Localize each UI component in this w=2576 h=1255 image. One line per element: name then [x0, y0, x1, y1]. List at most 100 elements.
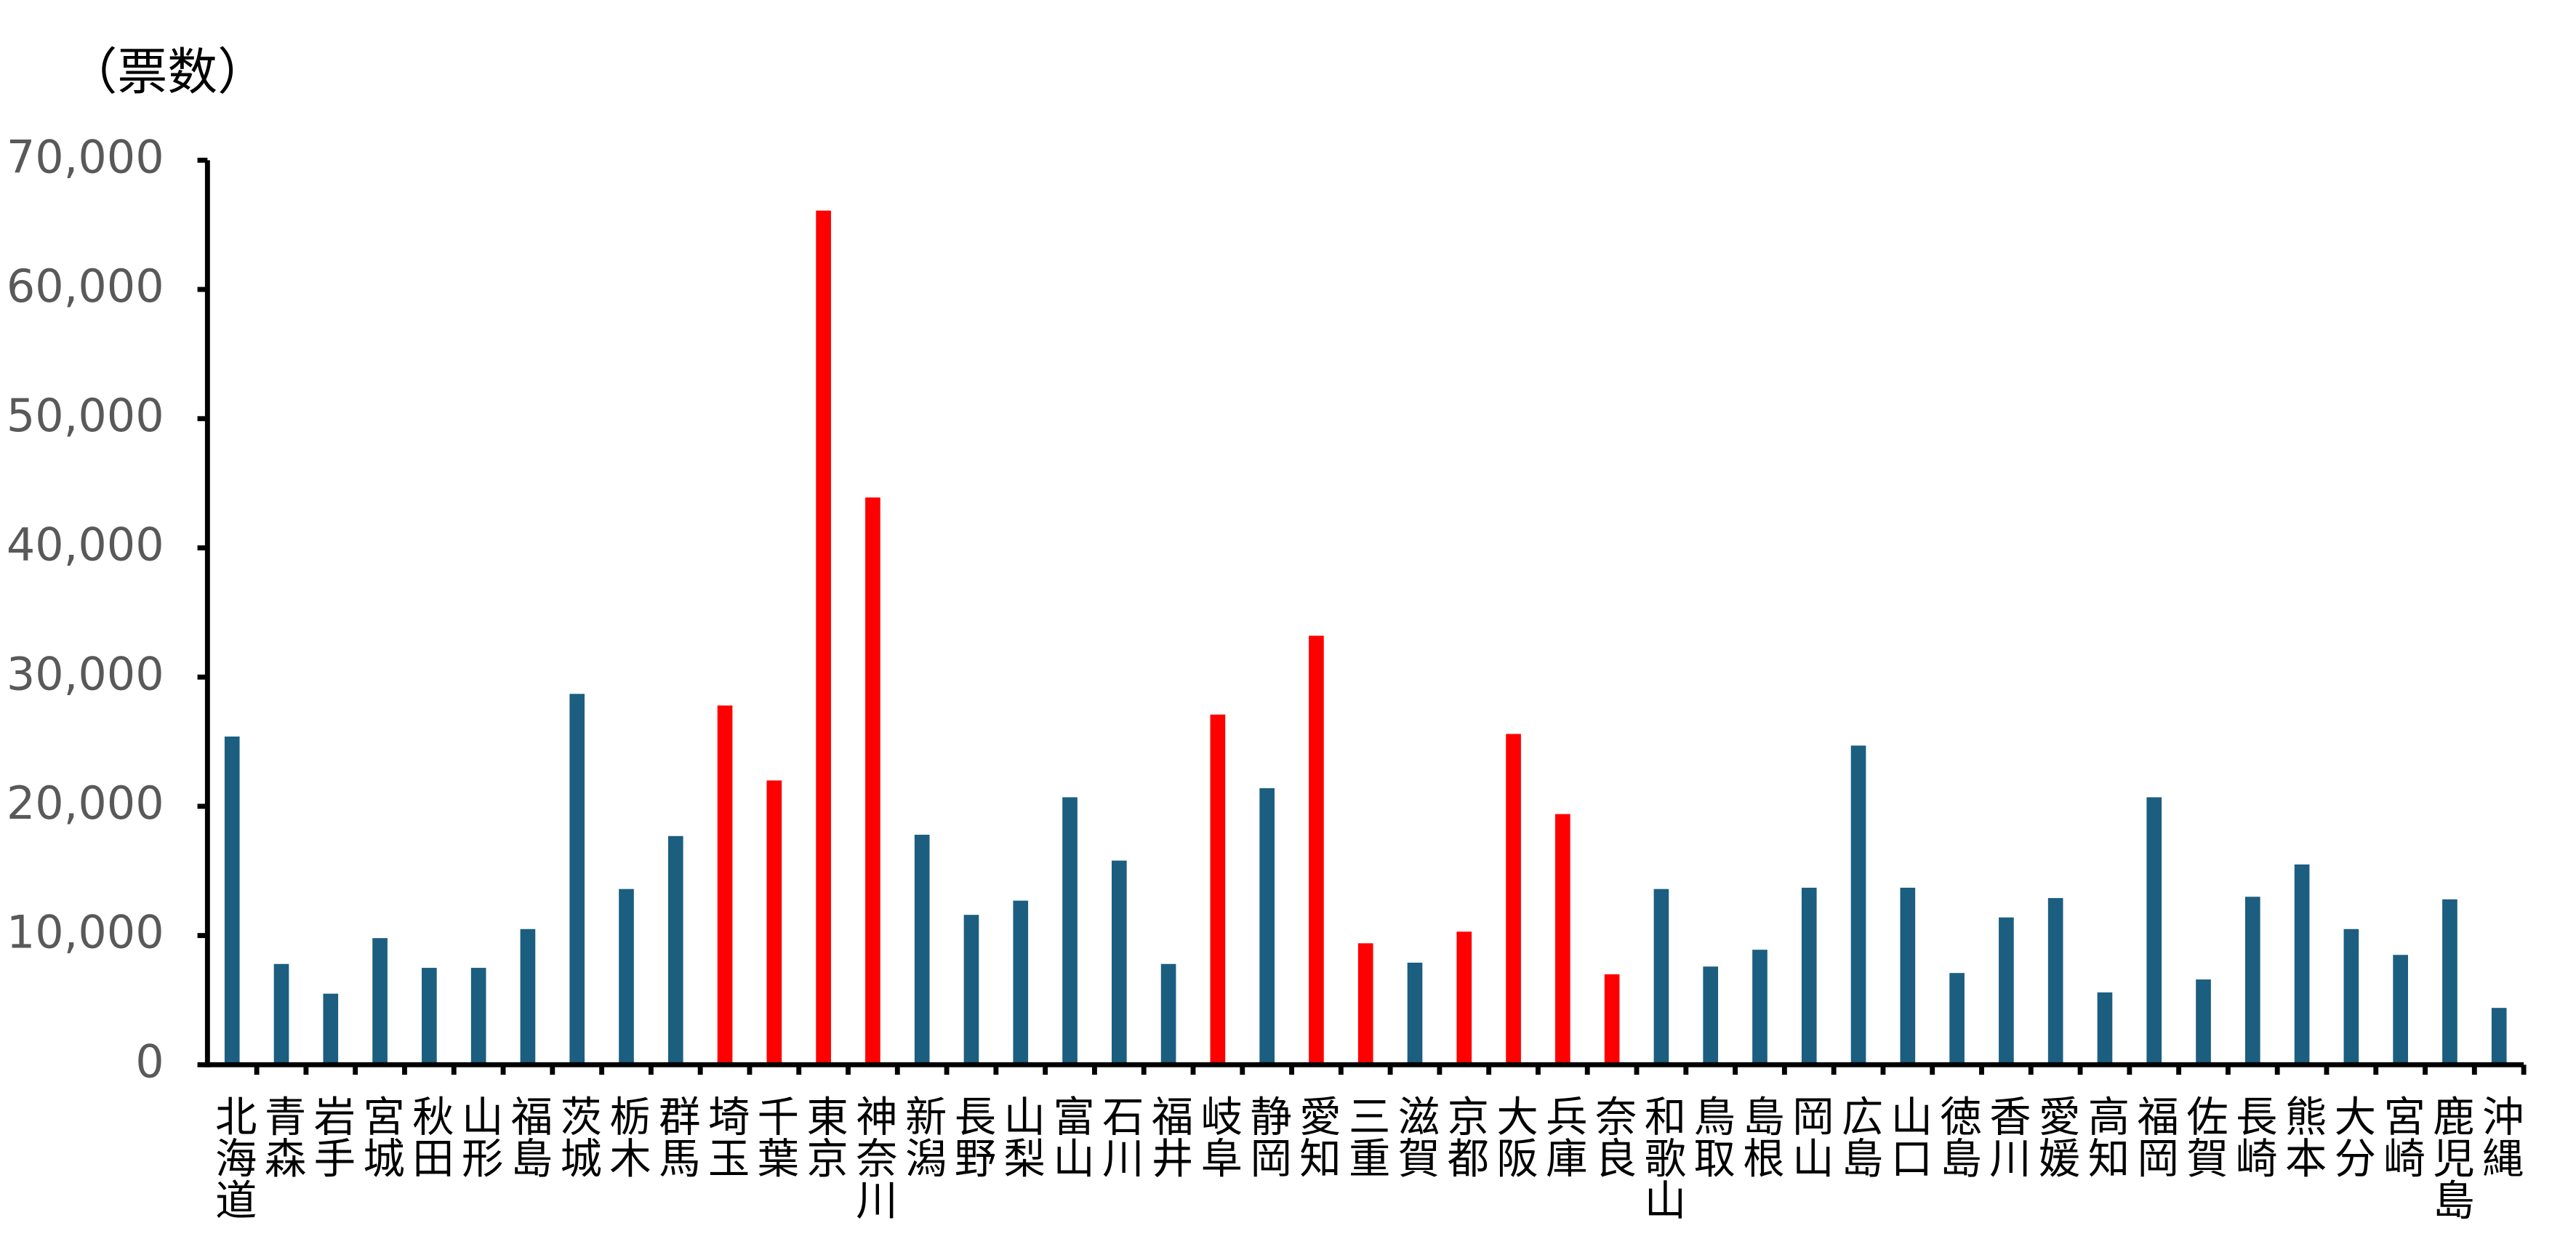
- bar: [914, 835, 930, 1065]
- x-tick-label: 山梨: [996, 1095, 1045, 1179]
- bar: [1703, 966, 1719, 1065]
- x-tick-label: 神奈川: [848, 1095, 897, 1220]
- bar: [1111, 860, 1127, 1065]
- bar: [323, 993, 339, 1065]
- x-tick-label: 徳島: [1933, 1095, 1981, 1179]
- y-tick-label: 40,000: [7, 518, 164, 572]
- x-tick-label: 埼玉: [701, 1095, 750, 1179]
- x-tick-label: 北海道: [208, 1095, 257, 1220]
- x-tick-label: 東京: [799, 1095, 848, 1179]
- x-tick-label: 長野: [947, 1095, 995, 1179]
- x-tick-label: 山口: [1883, 1095, 1932, 1179]
- x-tick-label: 栃木: [602, 1095, 651, 1179]
- bar: [2294, 864, 2310, 1065]
- bar: [2343, 929, 2359, 1065]
- bar: [963, 915, 979, 1065]
- x-tick-label: 新潟: [898, 1095, 947, 1179]
- bar: [1555, 814, 1570, 1065]
- x-tick-label: 静岡: [1243, 1095, 1291, 1179]
- x-tick-label: 山形: [454, 1095, 503, 1179]
- x-tick-label: 沖縄: [2475, 1095, 2524, 1179]
- bar: [1357, 943, 1373, 1065]
- bar: [1949, 973, 1965, 1065]
- bar: [2393, 955, 2408, 1065]
- bar: [470, 968, 486, 1065]
- x-tick-label: 三重: [1341, 1095, 1390, 1179]
- y-tick-label: 30,000: [7, 647, 164, 700]
- bar: [717, 705, 733, 1065]
- y-tick-label: 60,000: [7, 260, 164, 313]
- bar: [865, 497, 880, 1065]
- x-tick-label: 広島: [1834, 1095, 1883, 1179]
- x-tick-label: 宮崎: [2376, 1095, 2425, 1179]
- bar: [1210, 714, 1226, 1065]
- bar: [619, 889, 634, 1065]
- bar: [520, 929, 536, 1065]
- bar: [2244, 897, 2260, 1065]
- x-tick-label: 大阪: [1489, 1095, 1538, 1179]
- x-tick-label: 和歌山: [1637, 1095, 1685, 1220]
- x-tick-label: 滋賀: [1391, 1095, 1440, 1179]
- x-tick-label: 奈良: [1588, 1095, 1637, 1179]
- x-tick-label: 香川: [1982, 1095, 2031, 1179]
- bar: [569, 694, 585, 1065]
- x-tick-label: 福井: [1144, 1095, 1193, 1179]
- x-tick-label: 鹿児島: [2425, 1095, 2474, 1220]
- bar: [372, 938, 388, 1065]
- x-tick-label: 熊本: [2278, 1095, 2327, 1179]
- x-tick-label: 高知: [2080, 1095, 2129, 1179]
- bar: [422, 968, 437, 1065]
- bar: [2491, 1008, 2507, 1065]
- x-tick-label: 大分: [2327, 1095, 2375, 1179]
- bar: [1999, 917, 2014, 1065]
- x-tick-label: 福島: [503, 1095, 552, 1179]
- x-tick-label: 京都: [1440, 1095, 1488, 1179]
- x-tick-label: 千葉: [750, 1095, 798, 1179]
- bar: [1900, 887, 1916, 1065]
- x-tick-label: 茨城: [553, 1095, 601, 1179]
- y-tick-label: 50,000: [7, 389, 164, 442]
- x-tick-label: 富山: [1046, 1095, 1094, 1179]
- bar: [1160, 963, 1176, 1065]
- x-tick-label: 岡山: [1785, 1095, 1834, 1179]
- x-tick-label: 岩手: [306, 1095, 355, 1179]
- bar: [1407, 962, 1423, 1065]
- x-tick-label: 鳥取: [1686, 1095, 1735, 1179]
- bar: [1456, 931, 1472, 1065]
- x-tick-label: 長崎: [2228, 1095, 2277, 1179]
- x-tick-label: 佐賀: [2179, 1095, 2228, 1179]
- x-tick-label: 岐阜: [1193, 1095, 1242, 1179]
- x-tick-label: 宮城: [356, 1095, 404, 1179]
- bar: [2146, 797, 2162, 1065]
- x-tick-label: 愛知: [1292, 1095, 1341, 1179]
- bar: [1801, 887, 1817, 1065]
- y-tick-label: 70,000: [7, 130, 164, 183]
- x-tick-label: 青森: [257, 1095, 306, 1179]
- bar: [2442, 899, 2457, 1065]
- bar: [2196, 979, 2211, 1065]
- bar: [1752, 950, 1768, 1065]
- bar: [816, 210, 831, 1065]
- bar: [1850, 745, 1866, 1065]
- x-tick-label: 福岡: [2130, 1095, 2178, 1179]
- x-tick-label: 愛媛: [2031, 1095, 2080, 1179]
- bar: [1653, 889, 1669, 1065]
- y-tick-label: 10,000: [7, 906, 164, 959]
- bar: [1013, 900, 1029, 1065]
- x-tick-label: 石川: [1095, 1095, 1144, 1179]
- bar: [1309, 635, 1324, 1065]
- bar: [273, 963, 289, 1065]
- y-axis-label: （票数）: [68, 43, 268, 101]
- bar: [1259, 788, 1275, 1065]
- x-tick-label: 島根: [1736, 1095, 1784, 1179]
- bar: [766, 780, 782, 1065]
- x-tick-label: 兵庫: [1538, 1095, 1587, 1179]
- x-tick-label: 群馬: [651, 1095, 700, 1179]
- bar: [1506, 734, 1521, 1065]
- y-tick-label: 0: [135, 1035, 164, 1088]
- bar: [2047, 898, 2063, 1065]
- bar: [1604, 974, 1620, 1065]
- bar: [224, 736, 240, 1065]
